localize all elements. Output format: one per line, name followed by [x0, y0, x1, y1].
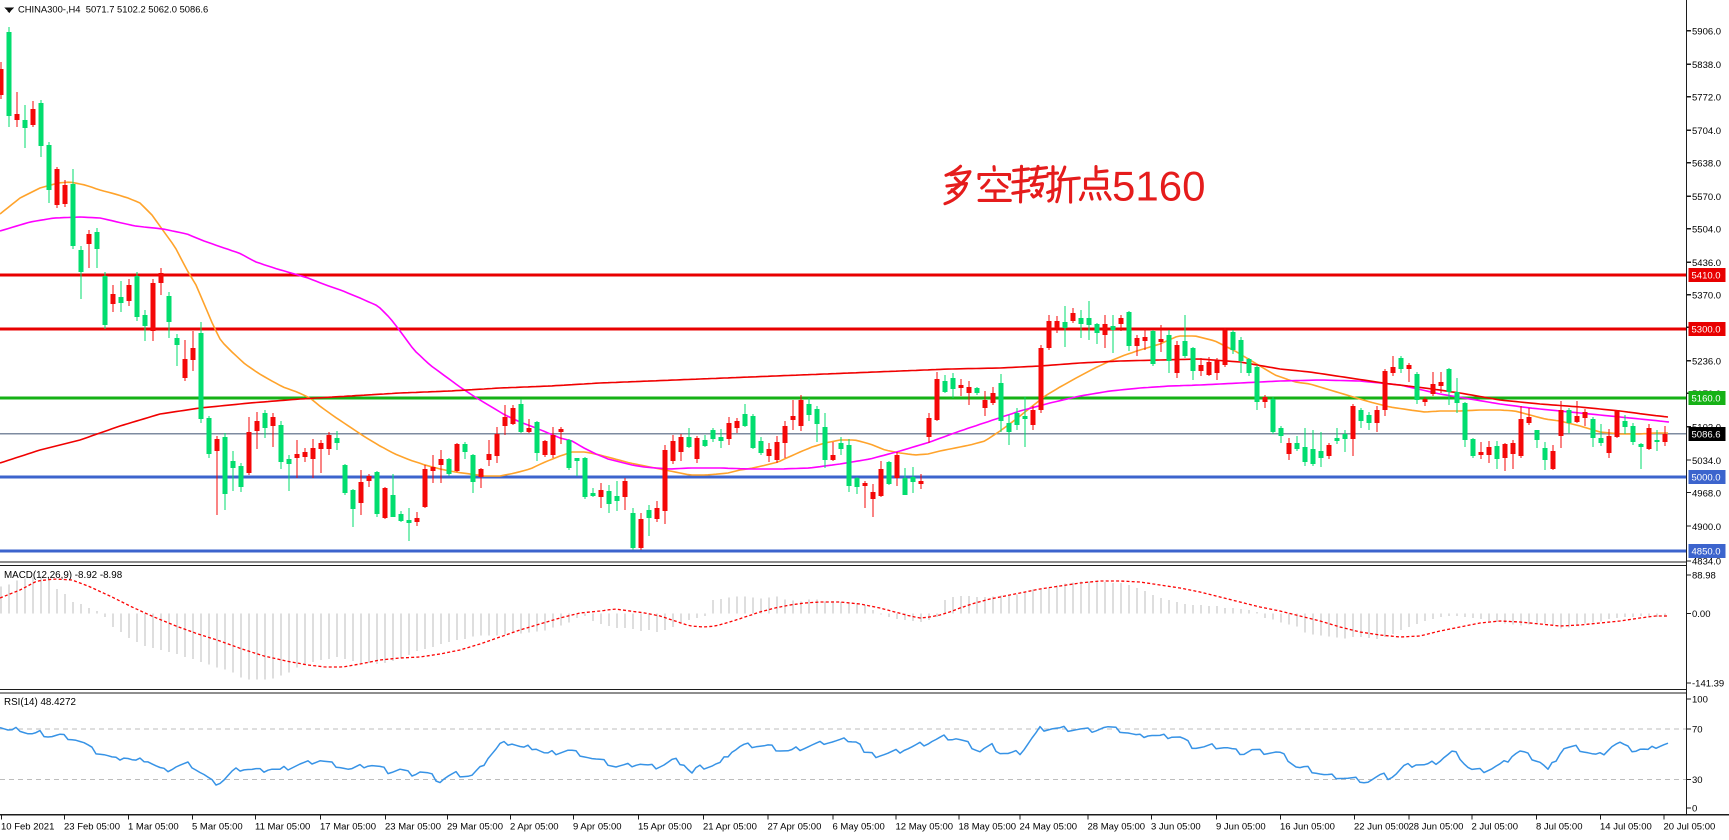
- svg-text:14 Jul 05:00: 14 Jul 05:00: [1600, 822, 1652, 833]
- svg-text:100: 100: [1692, 695, 1708, 706]
- svg-text:5906.0: 5906.0: [1692, 27, 1721, 38]
- svg-text:8 Jul 05:00: 8 Jul 05:00: [1536, 822, 1582, 833]
- svg-text:20 Jul 05:00: 20 Jul 05:00: [1664, 822, 1716, 833]
- svg-text:5838.0: 5838.0: [1692, 60, 1721, 71]
- svg-text:5 Mar 05:00: 5 Mar 05:00: [192, 822, 243, 833]
- svg-text:9 Jun 05:00: 9 Jun 05:00: [1216, 822, 1266, 833]
- svg-text:16 Jun 05:00: 16 Jun 05:00: [1280, 822, 1335, 833]
- svg-text:5300.0: 5300.0: [1692, 325, 1721, 336]
- svg-text:5638.0: 5638.0: [1692, 158, 1721, 169]
- svg-text:9 Apr 05:00: 9 Apr 05:00: [573, 822, 622, 833]
- svg-text:24 May 05:00: 24 May 05:00: [1020, 822, 1078, 833]
- svg-text:6 May 05:00: 6 May 05:00: [833, 822, 885, 833]
- svg-text:17 Mar 05:00: 17 Mar 05:00: [320, 822, 376, 833]
- svg-text:4900.0: 4900.0: [1692, 522, 1721, 533]
- svg-text:21 Apr 05:00: 21 Apr 05:00: [703, 822, 757, 833]
- svg-text:1 Mar 05:00: 1 Mar 05:00: [128, 822, 179, 833]
- svg-text:5410.0: 5410.0: [1692, 271, 1721, 282]
- svg-text:23 Feb 05:00: 23 Feb 05:00: [64, 822, 120, 833]
- svg-text:0.00: 0.00: [1692, 609, 1711, 620]
- svg-text:CHINA300-,H4 5071.7 5102.2 50: CHINA300-,H4 5071.7 5102.2 5062.0 5086.6: [18, 4, 208, 15]
- svg-text:5160: 5160: [1112, 163, 1205, 210]
- svg-text:5370.0: 5370.0: [1692, 290, 1721, 301]
- svg-text:2 Jul 05:00: 2 Jul 05:00: [1472, 822, 1518, 833]
- svg-text:12 May 05:00: 12 May 05:00: [896, 822, 954, 833]
- svg-text:27 Apr 05:00: 27 Apr 05:00: [768, 822, 822, 833]
- svg-text:18 May 05:00: 18 May 05:00: [959, 822, 1017, 833]
- svg-text:70: 70: [1692, 725, 1703, 736]
- svg-text:88.98: 88.98: [1692, 571, 1716, 582]
- svg-text:3 Jun 05:00: 3 Jun 05:00: [1151, 822, 1201, 833]
- svg-text:2 Apr 05:00: 2 Apr 05:00: [510, 822, 559, 833]
- svg-text:5086.6: 5086.6: [1692, 430, 1721, 441]
- svg-text:RSI(14) 48.4272: RSI(14) 48.4272: [4, 697, 76, 708]
- svg-text:5436.0: 5436.0: [1692, 258, 1721, 269]
- svg-text:11 Mar 05:00: 11 Mar 05:00: [255, 822, 310, 833]
- svg-text:28 Jun 05:00: 28 Jun 05:00: [1409, 822, 1464, 833]
- svg-text:4834.0: 4834.0: [1692, 557, 1721, 568]
- svg-text:4850.0: 4850.0: [1692, 547, 1721, 558]
- svg-text:-141.39: -141.39: [1692, 679, 1724, 690]
- svg-text:5160.0: 5160.0: [1692, 394, 1721, 405]
- svg-text:5034.0: 5034.0: [1692, 456, 1721, 467]
- svg-text:22 Jun 05:00: 22 Jun 05:00: [1354, 822, 1409, 833]
- svg-text:23 Mar 05:00: 23 Mar 05:00: [385, 822, 441, 833]
- svg-text:MACD(12,26,9) -8.92 -8.98: MACD(12,26,9) -8.92 -8.98: [4, 570, 123, 581]
- svg-text:28 May 05:00: 28 May 05:00: [1088, 822, 1146, 833]
- svg-text:15 Apr 05:00: 15 Apr 05:00: [638, 822, 692, 833]
- svg-text:0: 0: [1692, 804, 1697, 815]
- svg-text:5570.0: 5570.0: [1692, 192, 1721, 203]
- svg-text:4968.0: 4968.0: [1692, 488, 1721, 499]
- svg-text:5704.0: 5704.0: [1692, 126, 1721, 137]
- svg-text:5000.0: 5000.0: [1692, 473, 1721, 484]
- svg-text:5236.0: 5236.0: [1692, 356, 1721, 367]
- svg-text:30: 30: [1692, 775, 1703, 786]
- svg-text:5504.0: 5504.0: [1692, 224, 1721, 235]
- svg-text:29 Mar 05:00: 29 Mar 05:00: [447, 822, 503, 833]
- svg-text:10 Feb 2021: 10 Feb 2021: [1, 822, 54, 833]
- svg-text:5772.0: 5772.0: [1692, 93, 1721, 104]
